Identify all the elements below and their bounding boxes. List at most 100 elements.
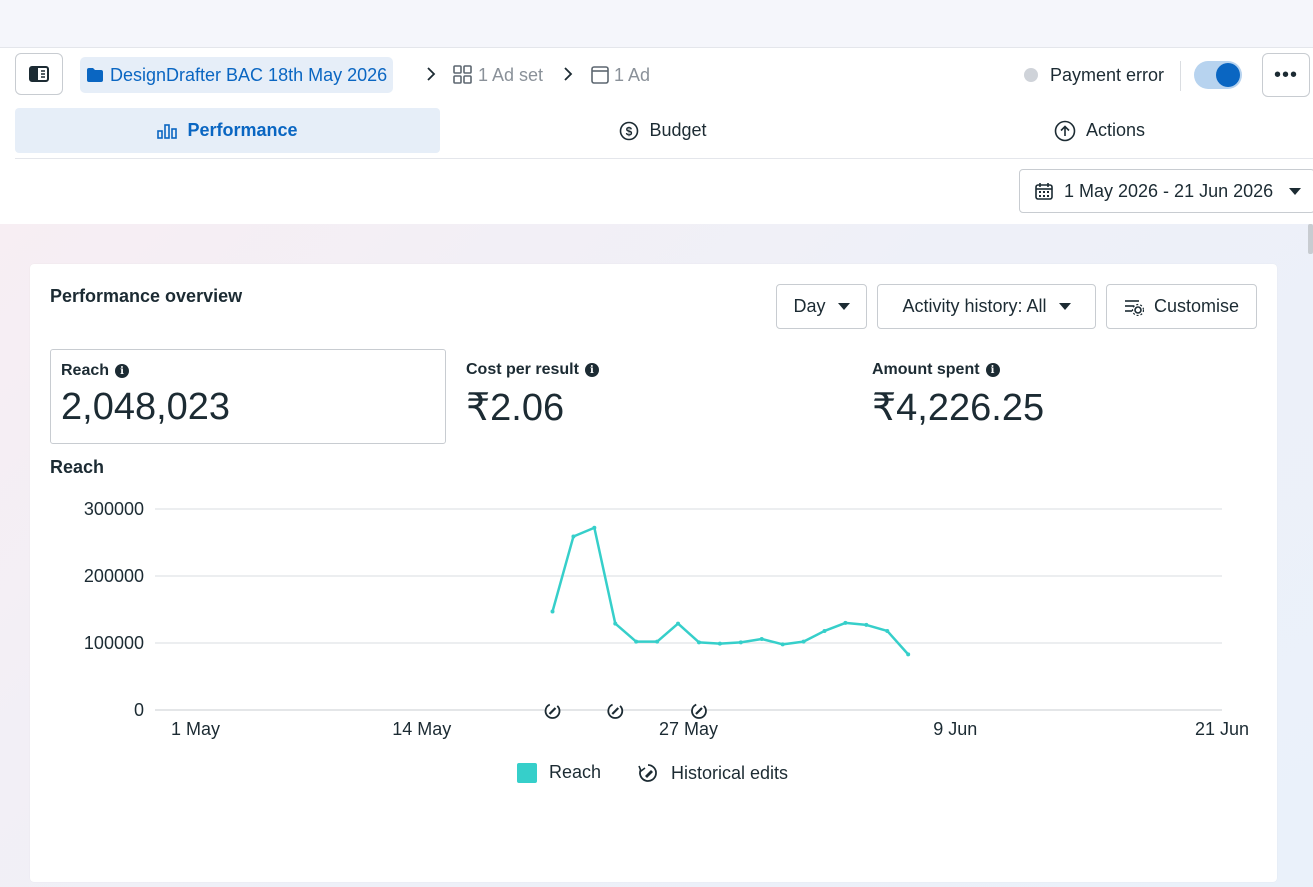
- customise-label: Customise: [1153, 296, 1240, 316]
- historical-edit-marker[interactable]: [607, 703, 624, 719]
- metric-cost-per-result[interactable]: Cost per result i ₹2.06: [456, 349, 852, 444]
- data-point[interactable]: [550, 609, 555, 614]
- x-tick-label: 1 May: [171, 719, 220, 739]
- tab-actions-label: Actions: [1085, 120, 1146, 140]
- legend-label: Historical edits: [671, 762, 789, 783]
- activity-history-label: Activity history: All: [902, 296, 1047, 316]
- divider: [1180, 61, 1181, 91]
- breadcrumb-campaign[interactable]: DesignDrafter BAC 18th May 2026: [80, 57, 394, 93]
- reach-swatch: [517, 762, 537, 783]
- ad-window-icon: [591, 66, 609, 84]
- toggle-panel-button[interactable]: [15, 53, 63, 95]
- data-point[interactable]: [696, 640, 701, 645]
- customise-button[interactable]: Customise: [1106, 284, 1257, 329]
- date-range-picker[interactable]: 1 May 2026 - 21 Jun 2026: [1019, 169, 1313, 213]
- tab-budget[interactable]: $ Budget: [440, 108, 886, 153]
- metric-label: Amount spent: [872, 361, 980, 378]
- granularity-label: Day: [793, 296, 826, 316]
- folder-icon: [87, 68, 103, 82]
- x-tick-label: 14 May: [392, 719, 451, 739]
- date-range-label: 1 May 2026 - 21 Jun 2026: [1064, 180, 1274, 201]
- status-label: Payment error: [1050, 64, 1165, 85]
- info-icon[interactable]: i: [584, 363, 599, 377]
- customise-settings-icon: [1124, 299, 1144, 316]
- tab-performance[interactable]: Performance: [15, 108, 440, 153]
- tab-divider: [15, 158, 1313, 159]
- data-point[interactable]: [676, 621, 681, 626]
- grid-icon: [453, 65, 472, 84]
- caret-down-icon: [837, 303, 850, 310]
- metric-amount-spent[interactable]: Amount spent i ₹4,226.25: [862, 349, 1258, 444]
- legend-label: Reach: [549, 762, 602, 782]
- reach-series-line: [551, 526, 910, 656]
- metric-reach[interactable]: Reach i 2,048,023: [50, 349, 446, 444]
- calendar-icon: [1035, 183, 1053, 200]
- historical-edit-marker[interactable]: [544, 703, 561, 719]
- data-point[interactable]: [801, 639, 806, 644]
- chevron-right-icon: [425, 64, 437, 84]
- reach-line-chart: 0 100000 200000 300000 1 May 14 May 27 May 9 Ju…: [84, 499, 1249, 739]
- data-point[interactable]: [822, 628, 827, 633]
- caret-down-icon: [1058, 303, 1071, 310]
- toggle-knob: [1216, 63, 1240, 87]
- top-strip: [0, 0, 1313, 48]
- campaign-toggle[interactable]: [1194, 61, 1242, 89]
- chart-title: Reach: [50, 457, 105, 477]
- metric-value: ₹4,226.25: [872, 387, 1045, 429]
- data-point[interactable]: [613, 621, 618, 626]
- y-tick-label: 200000: [84, 566, 144, 586]
- caret-down-icon: [1289, 187, 1302, 195]
- bar-chart-icon: [157, 123, 178, 139]
- delivery-status: Payment error: [1024, 62, 1164, 88]
- metric-value: 2,048,023: [61, 386, 231, 428]
- data-point[interactable]: [759, 636, 764, 641]
- breadcrumb-campaign-label: DesignDrafter BAC 18th May 2026: [110, 64, 388, 85]
- data-point[interactable]: [864, 622, 869, 627]
- data-point[interactable]: [717, 641, 722, 646]
- breadcrumb-adset[interactable]: 1 Ad set: [453, 62, 543, 88]
- activity-history-dropdown[interactable]: Activity history: All: [877, 284, 1096, 329]
- data-point[interactable]: [906, 652, 911, 657]
- sidebar-panel-icon: [29, 66, 49, 82]
- x-tick-label: 21 Jun: [1195, 719, 1249, 739]
- info-icon[interactable]: i: [115, 364, 130, 378]
- info-icon[interactable]: i: [985, 363, 1000, 377]
- metric-label: Cost per result: [466, 361, 579, 378]
- x-tick-label: 9 Jun: [933, 719, 977, 739]
- historical-edit-icon: [638, 764, 657, 782]
- data-point[interactable]: [571, 534, 576, 539]
- legend-item-historical-edits[interactable]: Historical edits: [637, 762, 788, 784]
- breadcrumb-ad[interactable]: 1 Ad: [591, 62, 650, 88]
- status-dot-icon: [1024, 68, 1038, 82]
- y-tick-label: 100000: [84, 633, 144, 653]
- metric-value: ₹2.06: [466, 387, 565, 429]
- data-point[interactable]: [885, 628, 890, 633]
- tab-budget-label: Budget: [649, 120, 707, 140]
- svg-text:$: $: [626, 124, 633, 138]
- card-title: Performance overview: [50, 286, 243, 306]
- y-tick-label: 0: [134, 700, 144, 720]
- scrollbar-thumb[interactable]: [1308, 224, 1313, 254]
- data-point[interactable]: [634, 639, 639, 644]
- chevron-right-icon: [562, 64, 574, 84]
- dollar-circle-icon: $: [620, 121, 639, 140]
- performance-overview-card: Performance overview Day Activity histor…: [30, 264, 1277, 882]
- data-point[interactable]: [780, 642, 785, 647]
- y-tick-label: 300000: [84, 499, 144, 519]
- data-point[interactable]: [843, 620, 848, 625]
- granularity-dropdown[interactable]: Day: [776, 284, 867, 329]
- x-tick-label: 27 May: [659, 719, 718, 739]
- data-point[interactable]: [655, 639, 660, 644]
- more-options-button[interactable]: •••: [1262, 53, 1310, 97]
- breadcrumb-ad-label: 1 Ad: [614, 64, 651, 85]
- data-point[interactable]: [738, 640, 743, 645]
- legend-item-reach[interactable]: Reach: [517, 762, 601, 783]
- tab-actions[interactable]: Actions: [886, 108, 1313, 153]
- breadcrumb-adset-label: 1 Ad set: [478, 64, 544, 85]
- metric-label: Reach: [61, 362, 110, 379]
- data-point[interactable]: [592, 525, 597, 530]
- arrow-up-circle-icon: [1054, 120, 1076, 141]
- ellipsis-icon: •••: [1273, 63, 1298, 86]
- tab-performance-label: Performance: [187, 120, 298, 140]
- historical-edit-marker[interactable]: [691, 703, 707, 719]
